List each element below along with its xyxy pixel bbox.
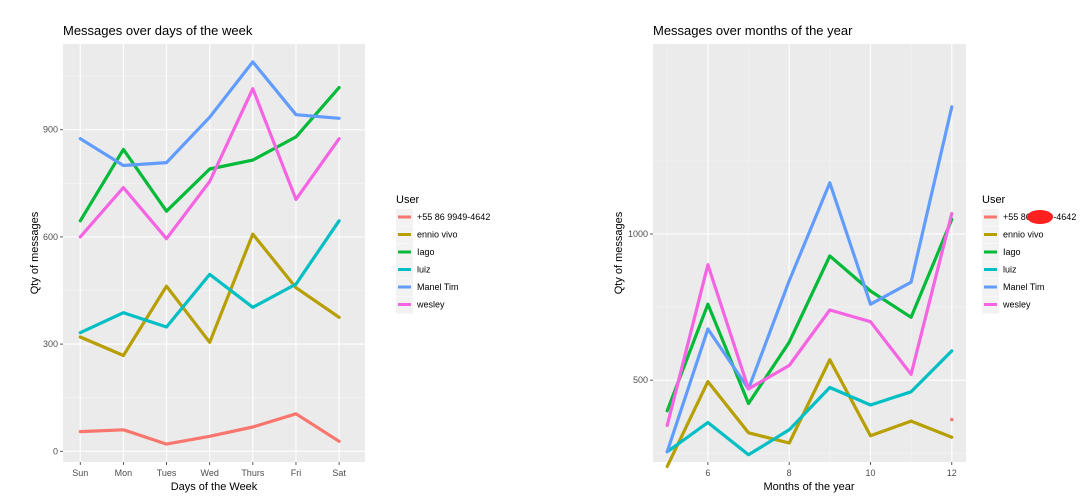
legend-label-luiz: luiz (1003, 265, 1017, 275)
days-chart-series (78, 60, 341, 446)
days-chart-title: Messages over days of the week (63, 23, 253, 38)
series-line-wesley (665, 211, 954, 428)
y-tick-label: 600 (43, 232, 58, 242)
series-line-iago (665, 217, 954, 413)
legend-label-manel-tim: Manel Tim (1003, 282, 1045, 292)
series-line-manel-tim (665, 105, 954, 454)
legend-label-ennio-vivo: ennio vivo (1003, 230, 1044, 240)
months-chart-x-axis-label: Months of the year (763, 481, 854, 493)
days-chart-x-axis-label: Days of the Week (171, 481, 258, 493)
series-line-iago (78, 85, 341, 223)
months-chart-series (665, 105, 954, 468)
x-tick-label: Wed (201, 468, 219, 478)
y-tick-label: 900 (43, 125, 58, 135)
months-chart-legend-title: User (982, 194, 1006, 206)
y-tick-label: 500 (633, 375, 648, 385)
y-tick-label: 300 (43, 339, 58, 349)
series-line-wesley (78, 87, 341, 241)
x-tick-label: Fri (291, 468, 302, 478)
days-chart-grid (63, 44, 365, 462)
months-chart: Messages over months of the year 6 8 10 12 … (613, 23, 1076, 493)
legend-label-luiz: luiz (417, 265, 431, 275)
legend-label-manel-tim: Manel Tim (417, 282, 459, 292)
series-line-ennio-vivo (78, 232, 341, 358)
days-chart: Messages over days of the week Sun Mon Tue… (29, 23, 490, 493)
legend-label-iago: Iago (417, 247, 435, 257)
redaction-mark (1027, 210, 1053, 224)
days-chart-y-axis-label: Qty of messages (29, 211, 41, 294)
months-chart-title: Messages over months of the year (653, 23, 853, 38)
legend-label-ennio-vivo: ennio vivo (417, 230, 458, 240)
series-line-55-86-9949-4642 (78, 412, 341, 446)
x-tick-label: Sat (332, 468, 346, 478)
x-tick-label: Tues (157, 468, 177, 478)
x-tick-label: 8 (787, 468, 792, 478)
x-tick-label: Thurs (241, 468, 265, 478)
y-tick-label: 1000 (628, 229, 648, 239)
x-tick-label: Sun (72, 468, 88, 478)
legend-label-wesley: wesley (416, 300, 445, 310)
series-line-ennio-vivo (665, 358, 954, 468)
x-tick-label: 12 (947, 468, 957, 478)
series-line-luiz (665, 349, 954, 457)
months-chart-y-axis-label: Qty of messages (613, 211, 625, 294)
x-tick-label: Mon (115, 468, 133, 478)
x-tick-label: 10 (865, 468, 875, 478)
series-line-manel-tim (78, 60, 341, 168)
months-chart-panel (653, 44, 966, 462)
months-chart-x-ticks: 6 8 10 12 (705, 462, 957, 478)
months-chart-y-ticks: 500 1000 (628, 229, 653, 385)
series-point-55-86-9949-4642 (949, 417, 954, 422)
legend-label-iago: Iago (1003, 247, 1021, 257)
days-chart-panel (63, 44, 365, 462)
legend-label-55-86-9949-4642: +55 86 9949-4642 (417, 212, 490, 222)
legend-label-wesley: wesley (1002, 300, 1031, 310)
days-chart-legend: User +55 86 9949-4642 ennio vivo Iago luiz M… (396, 194, 490, 314)
days-chart-legend-title: User (396, 194, 420, 206)
y-tick-label: 0 (53, 446, 58, 456)
x-tick-label: 6 (705, 468, 710, 478)
days-chart-x-ticks: Sun Mon Tues Wed Thurs Fri Sat (72, 462, 346, 478)
days-chart-y-ticks: 0 300 600 900 (43, 125, 63, 456)
series-line-luiz (78, 219, 341, 335)
